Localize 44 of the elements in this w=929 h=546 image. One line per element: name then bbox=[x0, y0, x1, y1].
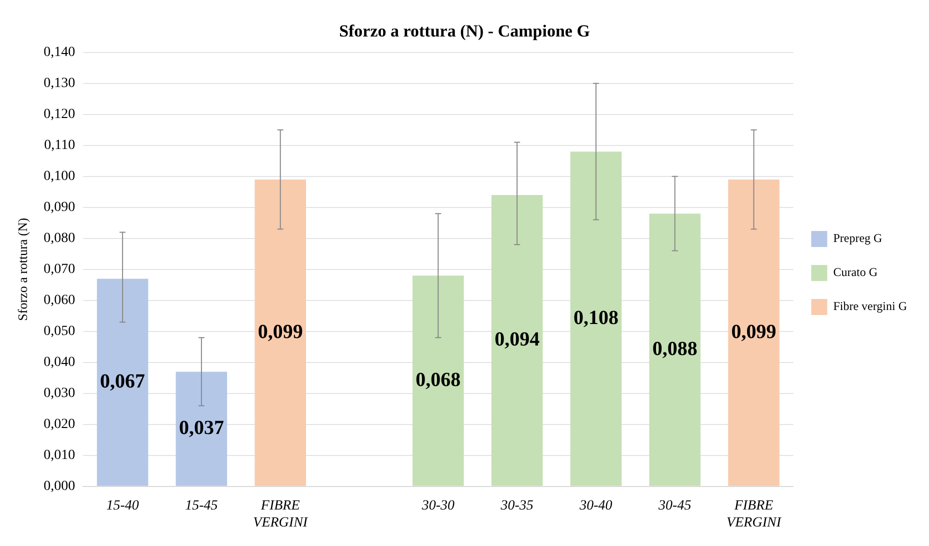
y-tick-label: 0,100 bbox=[44, 169, 76, 184]
y-tick-label: 0,050 bbox=[44, 324, 76, 340]
y-tick-label: 0,040 bbox=[44, 355, 76, 370]
y-tick-label: 0,060 bbox=[44, 293, 76, 308]
data-label: 0,094 bbox=[494, 328, 540, 351]
y-tick-label: 0,120 bbox=[44, 107, 76, 122]
y-tick-label: 0,000 bbox=[44, 479, 76, 494]
y-tick-label: 0,080 bbox=[44, 231, 76, 246]
y-tick-label: 0,140 bbox=[44, 45, 76, 60]
y-axis-title: Sforzo a rottura (N) bbox=[15, 218, 30, 321]
chart-title: Sforzo a rottura (N) - Campione G bbox=[339, 22, 590, 41]
bar bbox=[491, 195, 543, 486]
x-tick-label: 30-45 bbox=[658, 498, 692, 514]
data-label: 0,088 bbox=[652, 338, 698, 360]
data-label: 0,099 bbox=[258, 320, 303, 343]
bar bbox=[728, 180, 780, 486]
x-tick-label: FIBRE VERGINI bbox=[726, 498, 782, 530]
bar bbox=[176, 372, 228, 486]
data-label: 0,099 bbox=[731, 320, 776, 343]
x-tick-label: 30-40 bbox=[578, 498, 612, 514]
legend-label: Prepreg G bbox=[833, 231, 883, 246]
bar bbox=[254, 180, 306, 486]
data-label: 0,037 bbox=[178, 416, 224, 439]
bar bbox=[649, 214, 701, 486]
y-tick-label: 0,030 bbox=[44, 386, 76, 402]
legend-label: Curato G bbox=[833, 265, 878, 280]
legend-label: Fibre vergini G bbox=[833, 299, 908, 314]
data-label: 0,108 bbox=[573, 306, 618, 329]
y-tick-label: 0,020 bbox=[44, 417, 76, 432]
bar bbox=[412, 276, 464, 486]
x-tick-label: 30-30 bbox=[420, 498, 454, 514]
y-tick-label: 0,110 bbox=[44, 138, 76, 154]
bar bbox=[96, 278, 148, 486]
bar bbox=[570, 152, 622, 486]
y-tick-label: 0,090 bbox=[44, 200, 76, 216]
y-tick-label: 0,130 bbox=[44, 76, 76, 92]
y-tick-label: 0,070 bbox=[44, 262, 76, 278]
x-tick-label: 30-35 bbox=[500, 498, 534, 514]
data-label: 0,068 bbox=[416, 368, 461, 391]
y-tick-label: 0,010 bbox=[44, 448, 76, 464]
x-tick-label: 15-45 bbox=[185, 498, 218, 514]
x-tick-label: 15-40 bbox=[106, 498, 139, 514]
data-label: 0,067 bbox=[100, 370, 146, 392]
x-tick-label: FIBRE VERGINI bbox=[253, 498, 309, 530]
